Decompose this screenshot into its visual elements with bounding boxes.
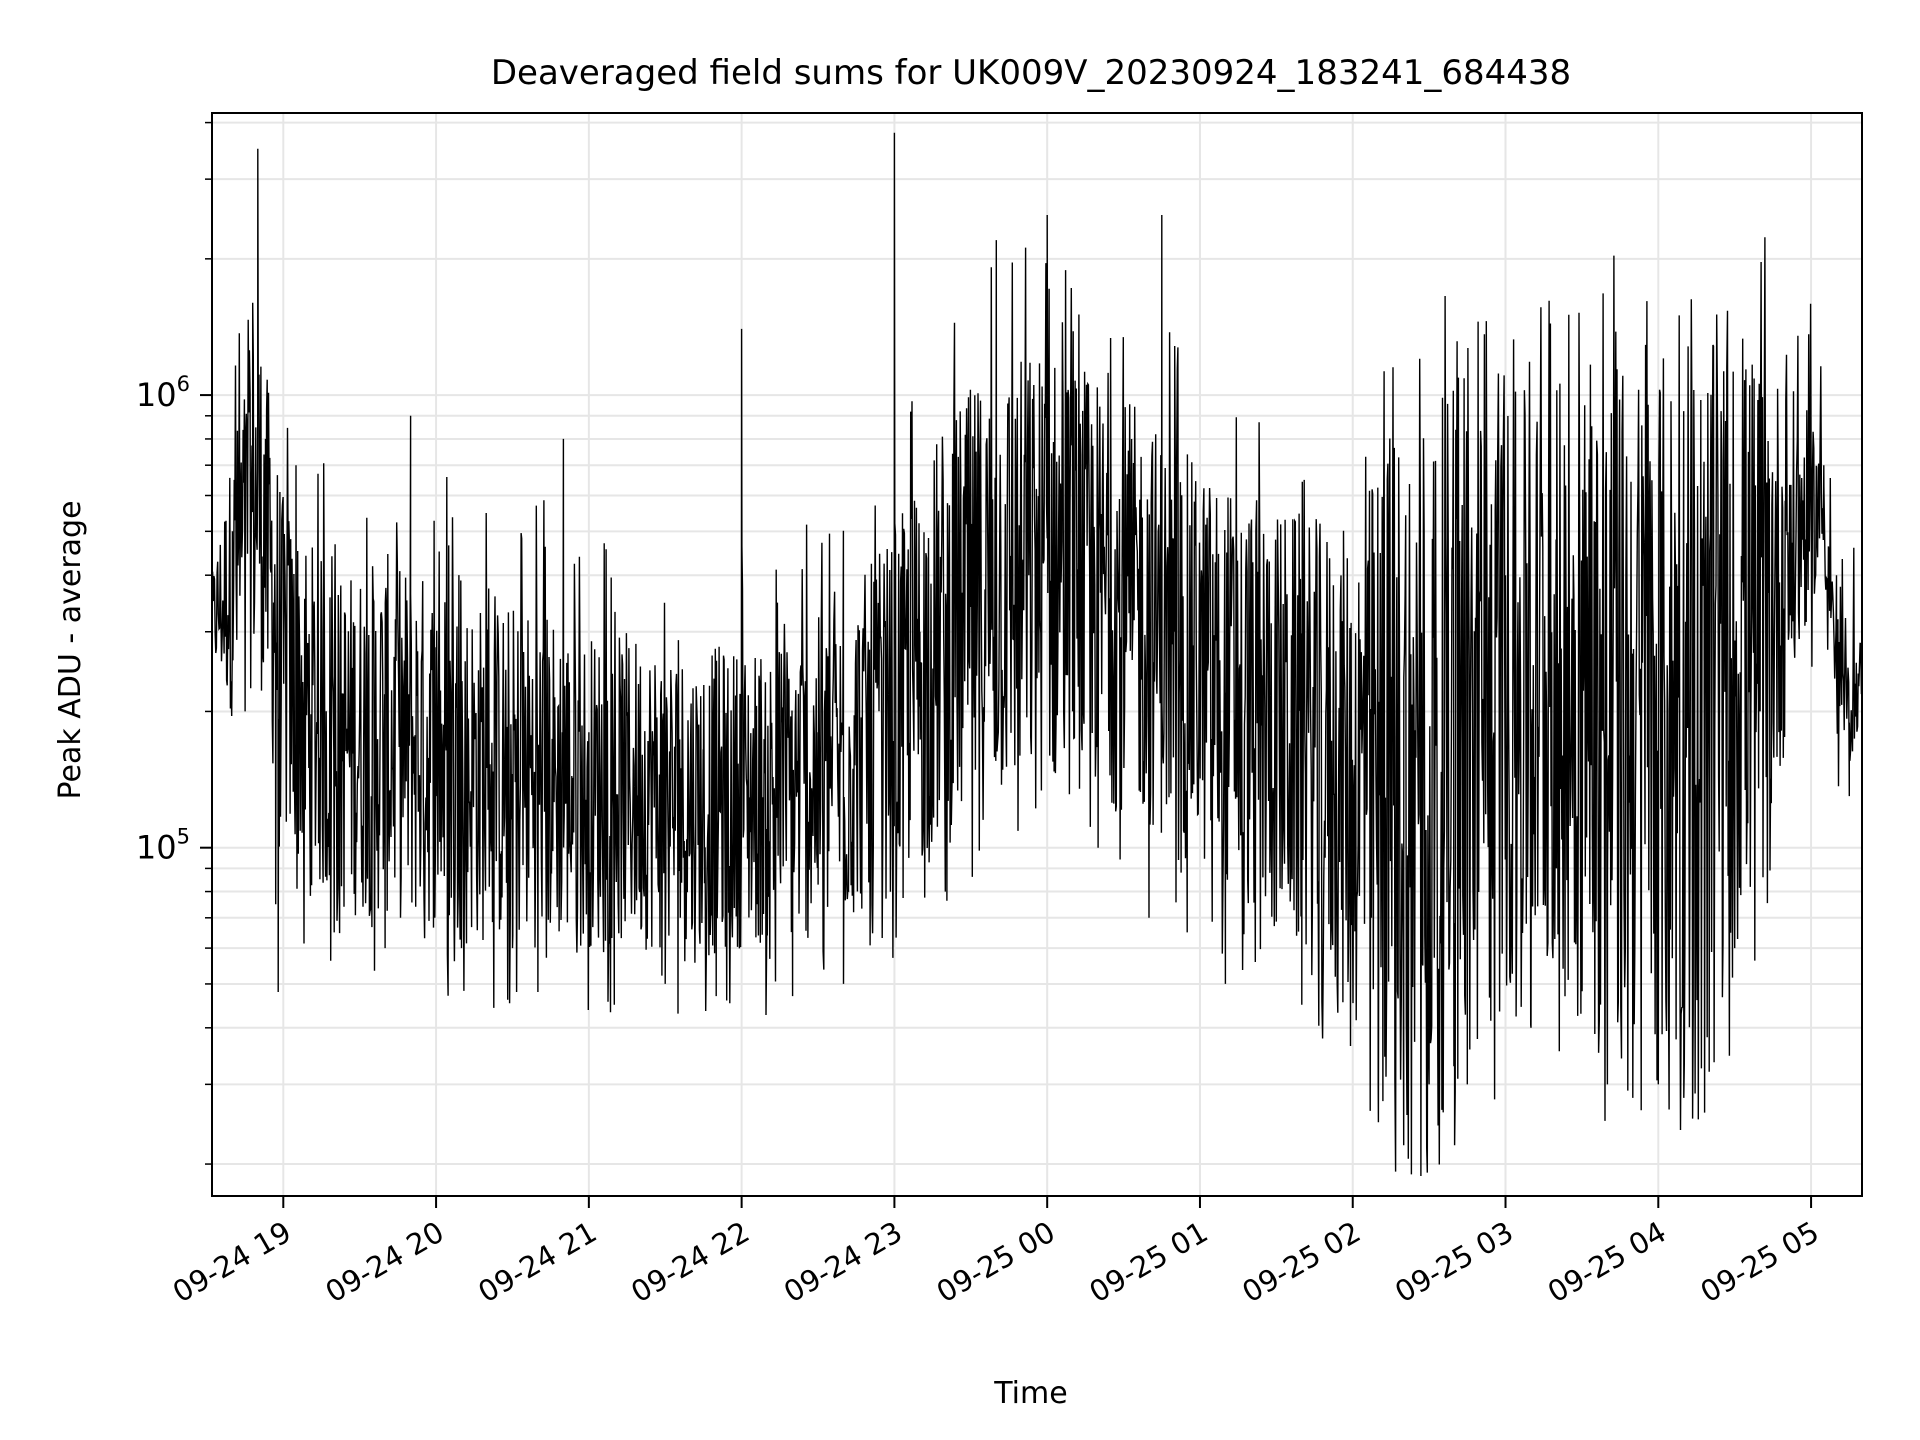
- plot-area-frame: [211, 112, 1863, 1197]
- y-tick-label: 106: [136, 372, 190, 414]
- chart-title: Deaveraged field sums for UK009V_2023092…: [491, 53, 1571, 93]
- data-series: [211, 132, 1863, 1177]
- y-tick-label: 105: [136, 825, 190, 867]
- y-axis-label: Peak ADU - average: [53, 500, 88, 799]
- x-axis-label: Time: [993, 1376, 1067, 1411]
- series-line: [211, 132, 1863, 1177]
